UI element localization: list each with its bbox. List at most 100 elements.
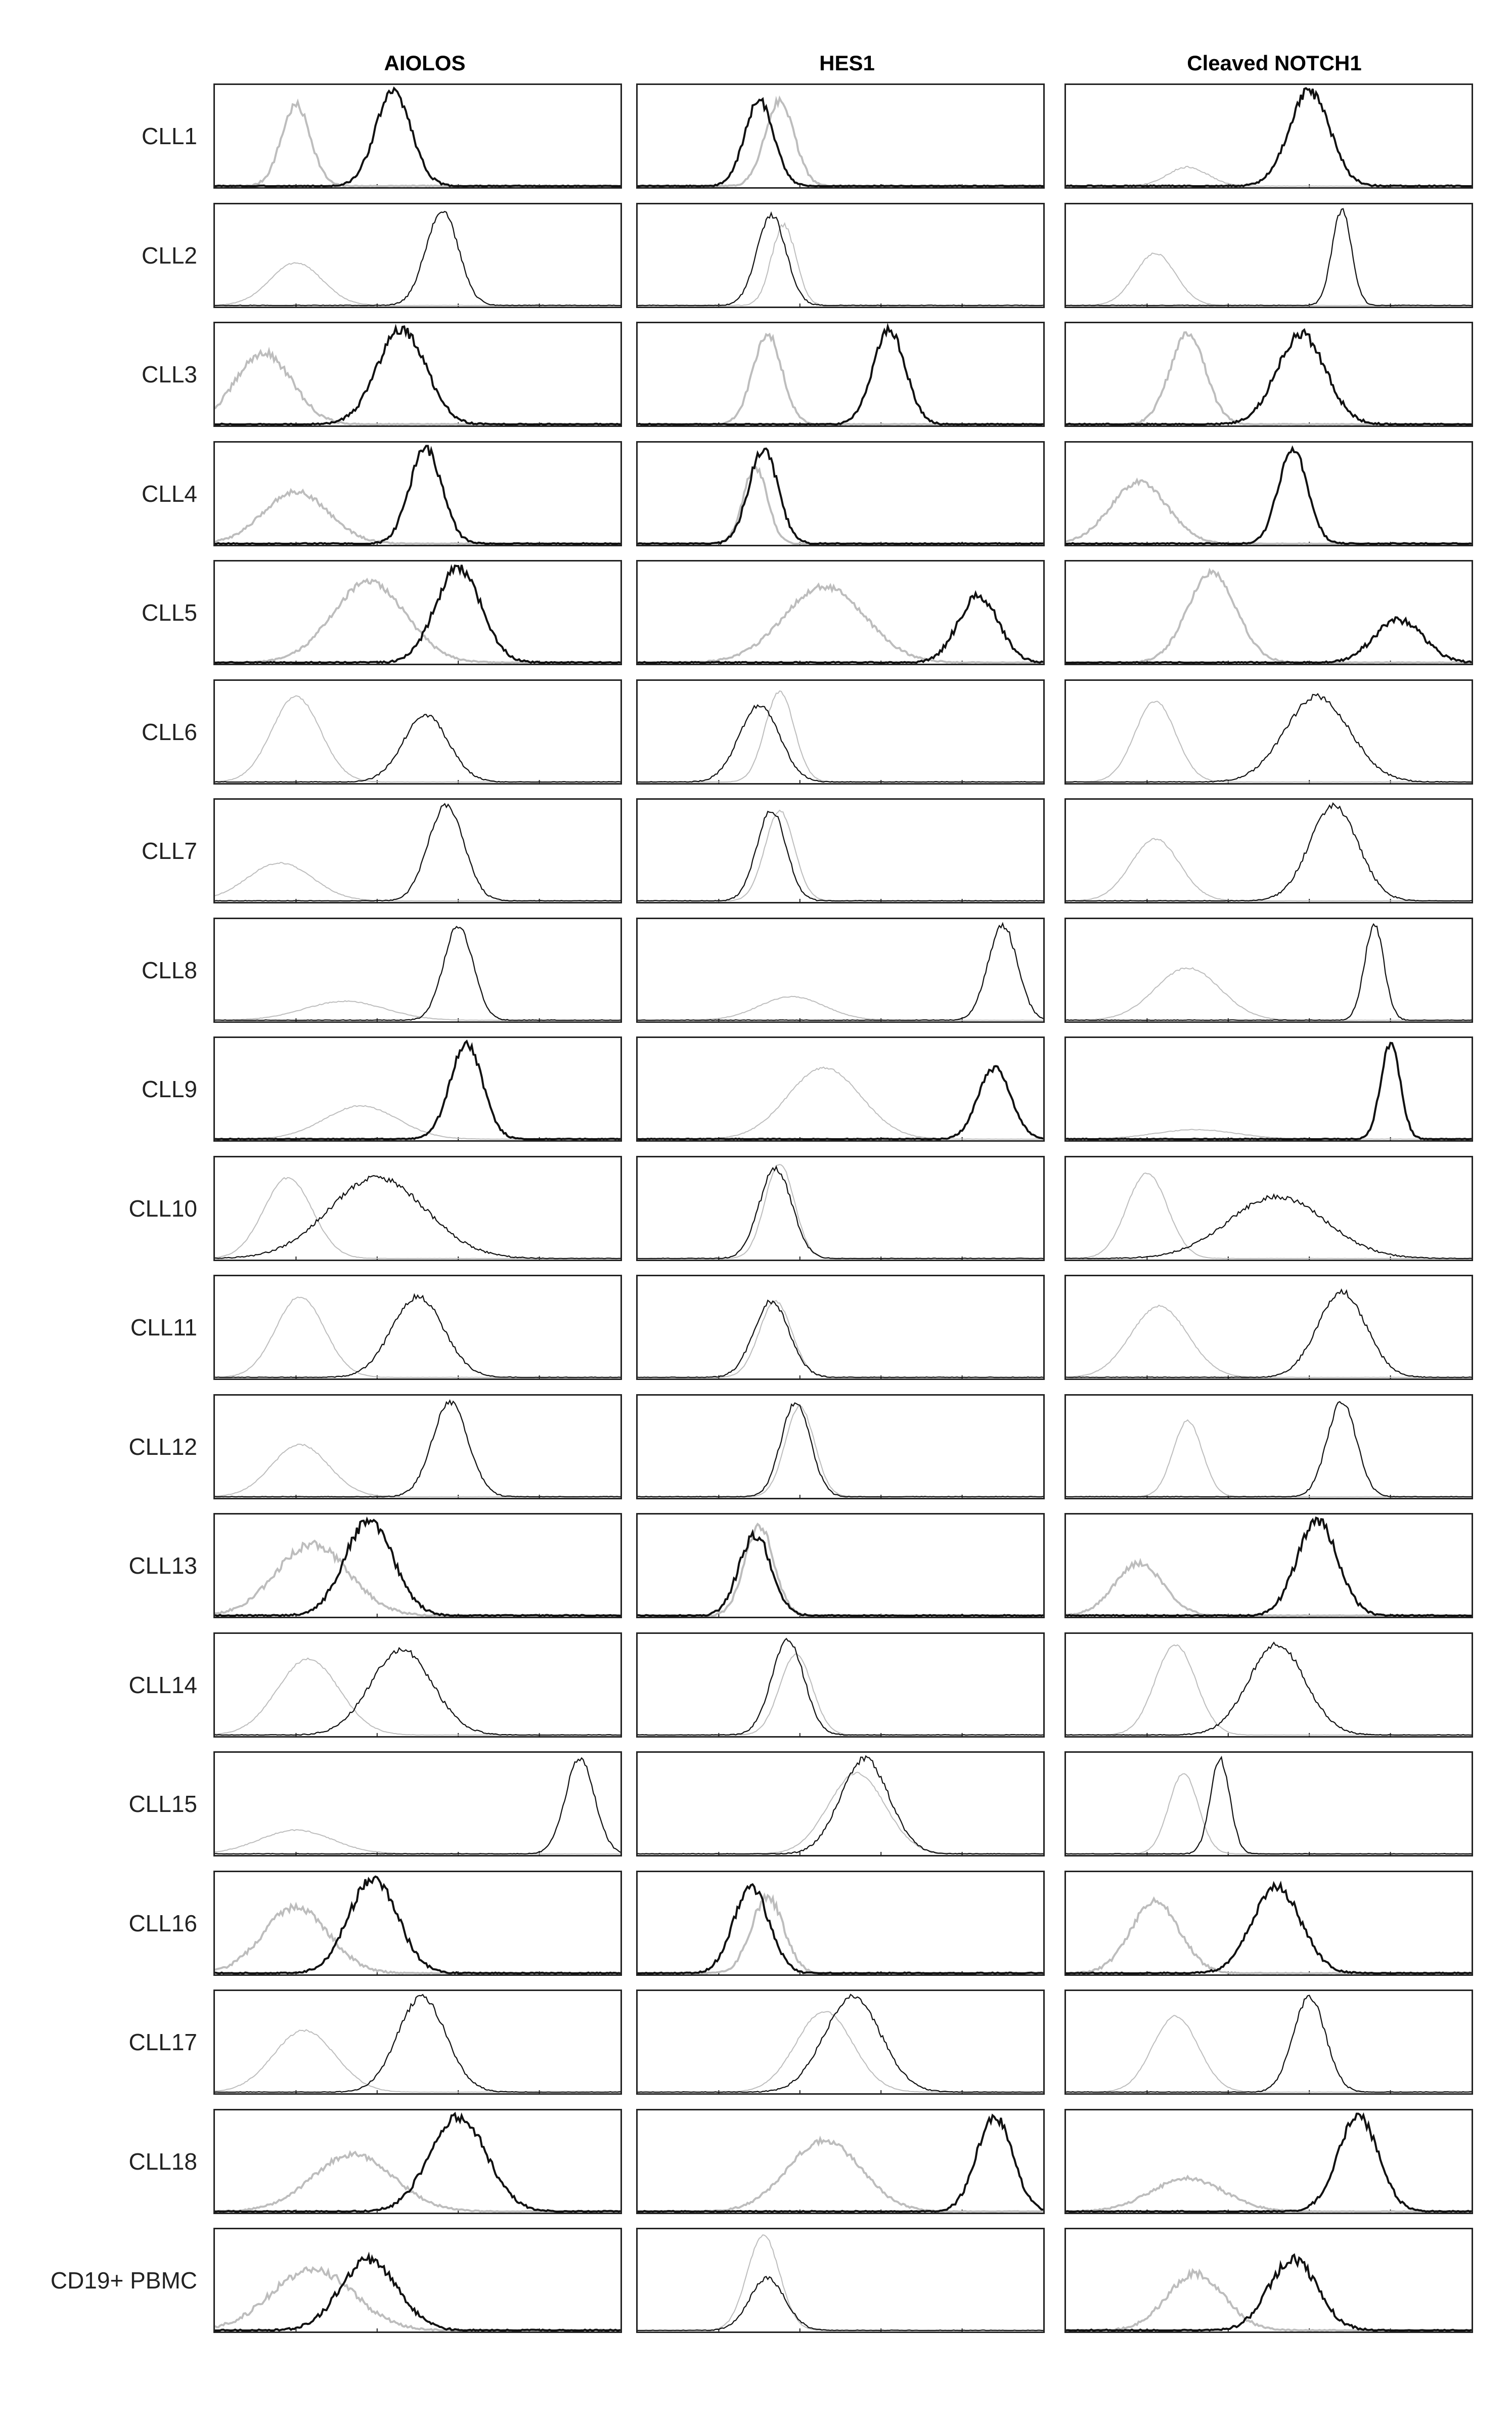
histogram-panel-cll11-cleaved-notch1 bbox=[1064, 1275, 1473, 1380]
histogram-plot bbox=[215, 1753, 620, 1855]
stain-curve bbox=[1066, 1195, 1472, 1259]
histogram-plot bbox=[1066, 1038, 1472, 1140]
isotype-control-curve bbox=[638, 1067, 1043, 1139]
histogram-panel-cll2-hes1 bbox=[636, 203, 1045, 308]
stain-curve bbox=[215, 1294, 620, 1377]
histogram-panel-cll15-aiolos bbox=[213, 1751, 622, 1856]
stain-curve bbox=[638, 705, 1043, 782]
stain-curve bbox=[215, 927, 620, 1020]
histogram-plot bbox=[215, 1276, 620, 1378]
row-label-cll11: CLL11 bbox=[130, 1314, 197, 1341]
stain-curve bbox=[638, 449, 1043, 544]
stain-curve bbox=[638, 924, 1043, 1020]
stain-curve bbox=[1066, 1402, 1472, 1497]
isotype-control-curve bbox=[215, 1905, 620, 1973]
stain-curve bbox=[1066, 88, 1472, 186]
histogram-panel-cll1-aiolos bbox=[213, 83, 622, 189]
histogram-panel-cll6-hes1 bbox=[636, 679, 1045, 785]
stain-curve bbox=[1066, 617, 1472, 663]
isotype-control-curve bbox=[1066, 1561, 1472, 1616]
isotype-control-curve bbox=[638, 691, 1043, 782]
histogram-panel-cll1-cleaved-notch1 bbox=[1064, 83, 1473, 189]
histogram-panel-cll18-cleaved-notch1 bbox=[1064, 2109, 1473, 2214]
histogram-plot bbox=[215, 1157, 620, 1260]
histogram-panel-cd19-pbmc-hes1 bbox=[636, 2228, 1045, 2333]
isotype-control-curve bbox=[215, 1001, 620, 1020]
histogram-plot bbox=[215, 1991, 620, 2093]
row-label-cll9: CLL9 bbox=[142, 1076, 197, 1102]
row-label-cll14: CLL14 bbox=[128, 1672, 197, 1698]
histogram-panel-cll17-hes1 bbox=[636, 1990, 1045, 2095]
isotype-control-curve bbox=[638, 2235, 1043, 2330]
histogram-plot bbox=[215, 204, 620, 307]
stain-curve bbox=[638, 326, 1043, 424]
stain-curve bbox=[638, 811, 1043, 901]
histogram-plot bbox=[638, 2110, 1043, 2213]
stain-curve bbox=[638, 593, 1043, 663]
histogram-panel-cll16-cleaved-notch1 bbox=[1064, 1871, 1473, 1976]
histogram-panel-cll5-cleaved-notch1 bbox=[1064, 560, 1473, 665]
stain-curve bbox=[1066, 803, 1472, 901]
histogram-panel-cll8-aiolos bbox=[213, 918, 622, 1023]
histogram-panel-cll8-hes1 bbox=[636, 918, 1045, 1023]
row-label-cll8: CLL8 bbox=[142, 957, 197, 983]
isotype-control-curve bbox=[638, 334, 1043, 424]
histogram-plot bbox=[638, 443, 1043, 545]
stain-curve bbox=[638, 1301, 1043, 1377]
isotype-control-curve bbox=[215, 102, 620, 186]
histogram-panel-cll6-cleaved-notch1 bbox=[1064, 679, 1473, 785]
column-title-hes1: HES1 bbox=[819, 51, 875, 75]
isotype-control-curve bbox=[215, 1541, 620, 1616]
stain-curve bbox=[1066, 1884, 1472, 1973]
stain-curve bbox=[1066, 448, 1472, 544]
isotype-control-curve bbox=[1066, 480, 1472, 544]
histogram-plot bbox=[215, 800, 620, 902]
isotype-control-curve bbox=[638, 1524, 1043, 1616]
column-title-cleaved-notch1: Cleaved NOTCH1 bbox=[1187, 51, 1362, 75]
stain-curve bbox=[638, 1638, 1043, 1735]
histogram-panel-cll4-aiolos bbox=[213, 441, 622, 546]
stain-curve bbox=[1066, 209, 1472, 306]
stain-curve bbox=[215, 211, 620, 306]
row-label-cll16: CLL16 bbox=[128, 1910, 197, 1936]
histogram-panel-cll14-aiolos bbox=[213, 1632, 622, 1738]
histogram-plot bbox=[1066, 1515, 1472, 1617]
histogram-panel-cll9-aiolos bbox=[213, 1036, 622, 1142]
histogram-panel-cll16-hes1 bbox=[636, 1871, 1045, 1976]
histogram-panel-cll12-hes1 bbox=[636, 1394, 1045, 1499]
isotype-control-curve bbox=[1066, 2177, 1472, 2212]
isotype-control-curve bbox=[1066, 166, 1472, 186]
isotype-control-curve bbox=[215, 351, 620, 424]
isotype-control-curve bbox=[1066, 1645, 1472, 1735]
histogram-plot bbox=[1066, 1396, 1472, 1498]
histogram-panel-cll6-aiolos bbox=[213, 679, 622, 785]
histogram-plot bbox=[215, 561, 620, 664]
histogram-plot bbox=[638, 2229, 1043, 2331]
histogram-plot bbox=[1066, 1157, 1472, 1260]
isotype-control-curve bbox=[215, 1830, 620, 1854]
isotype-control-curve bbox=[638, 2139, 1043, 2212]
isotype-control-curve bbox=[215, 862, 620, 901]
isotype-control-curve bbox=[638, 1164, 1043, 1259]
histogram-panel-cll4-cleaved-notch1 bbox=[1064, 441, 1473, 546]
stain-curve bbox=[1066, 924, 1472, 1020]
stain-curve bbox=[215, 88, 620, 186]
column-title-aiolos: AIOLOS bbox=[384, 51, 466, 75]
stain-curve bbox=[1066, 1043, 1472, 1139]
histogram-panel-cll8-cleaved-notch1 bbox=[1064, 918, 1473, 1023]
stain-curve bbox=[638, 2276, 1043, 2330]
histogram-panel-cll14-cleaved-notch1 bbox=[1064, 1632, 1473, 1738]
isotype-control-curve bbox=[1066, 1305, 1472, 1377]
stain-curve bbox=[638, 213, 1043, 306]
histogram-panel-cll7-hes1 bbox=[636, 798, 1045, 903]
histogram-plot bbox=[638, 1991, 1043, 2093]
histogram-plot bbox=[638, 1396, 1043, 1498]
isotype-control-curve bbox=[1066, 1173, 1472, 1259]
histogram-plot bbox=[1066, 1634, 1472, 1736]
isotype-control-curve bbox=[1066, 253, 1472, 306]
stain-curve bbox=[215, 1648, 620, 1735]
stain-curve bbox=[215, 1401, 620, 1497]
stain-curve bbox=[215, 1041, 620, 1139]
histogram-panel-cll2-aiolos bbox=[213, 203, 622, 308]
isotype-control-curve bbox=[1066, 570, 1472, 663]
